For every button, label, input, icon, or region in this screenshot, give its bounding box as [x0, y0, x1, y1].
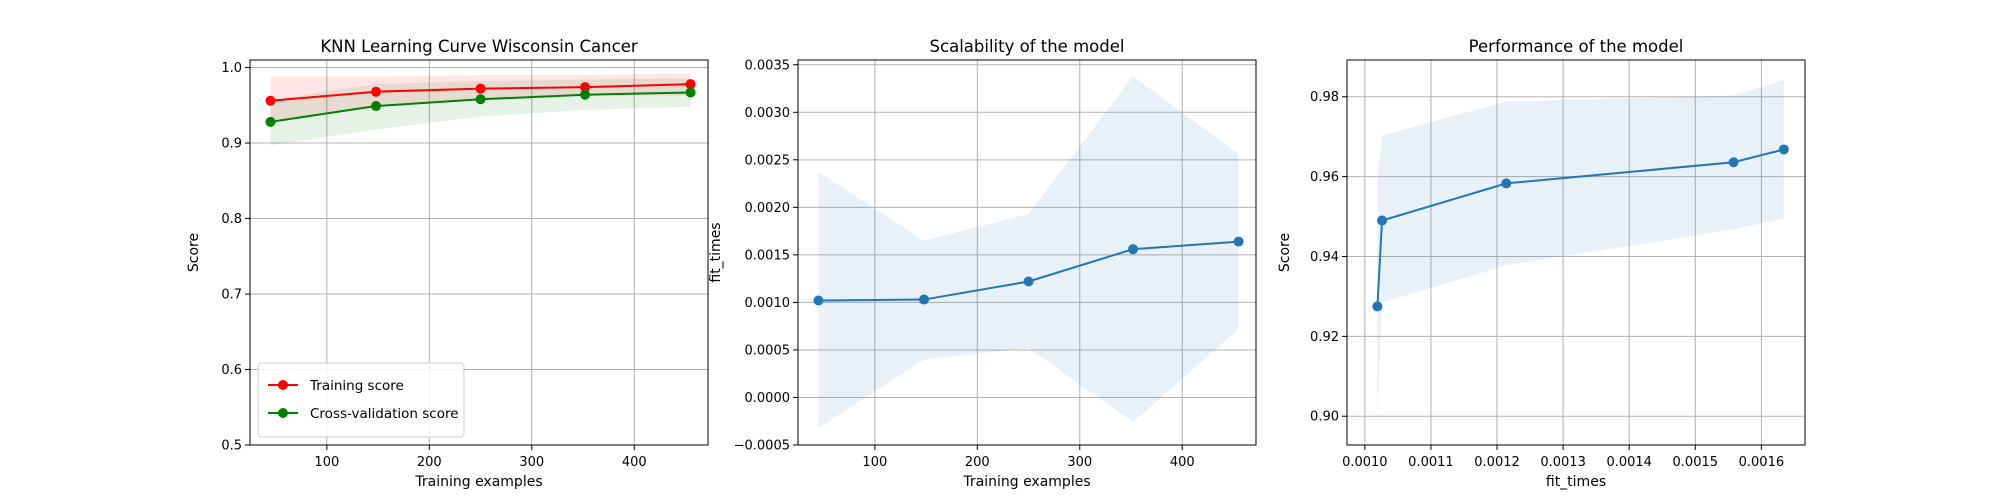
scalability-y-tick-label: 0.0030	[745, 106, 791, 121]
performance-band-0	[1377, 79, 1784, 415]
scalability-point	[1233, 236, 1244, 247]
learning-curve-point	[371, 101, 382, 112]
learning-curve-x-tick-label: 400	[622, 455, 647, 470]
performance-y-tick-label: 0.98	[1310, 90, 1339, 105]
performance-x-axis-label: fit_times	[1546, 474, 1606, 490]
learning-curve-y-tick-label: 0.9	[221, 137, 242, 152]
learning-curve-x-tick-label: 200	[417, 455, 442, 470]
scalability-y-tick-label: 0.0000	[745, 391, 791, 406]
legend-marker-0	[278, 380, 288, 390]
learning-curve-x-tick-label: 300	[519, 455, 544, 470]
performance-x-tick-label: 0.0014	[1606, 455, 1652, 470]
scalability-y-tick-label: 0.0010	[745, 296, 791, 311]
performance-title: Performance of the model	[1469, 37, 1684, 56]
performance-y-axis-label: Score	[1277, 233, 1293, 272]
plots-layer: 100 200 300 400 0.5 0.6 0.7 0.8 0.9 1.0 KNN Learni…	[186, 37, 1806, 490]
performance-x-tick-label: 0.0013	[1540, 455, 1586, 470]
scalability-plot-area	[813, 76, 1244, 428]
scalability-point	[1128, 244, 1139, 255]
performance-point	[1778, 144, 1789, 155]
learning-curve-title: KNN Learning Curve Wisconsin Cancer	[320, 37, 638, 56]
learning-curve-point	[265, 116, 276, 127]
learning-curve-subplot: 100 200 300 400 0.5 0.6 0.7 0.8 0.9 1.0 KNN Learni…	[186, 37, 709, 490]
learning-curve-y-tick-label: 0.8	[221, 212, 242, 227]
learning-curve-y-tick-label: 0.5	[221, 439, 242, 454]
learning-curve-y-tick-label: 0.7	[221, 288, 242, 303]
learning-curve-y-tick-label: 1.0	[221, 61, 242, 76]
scalability-y-axis-label: fit_times	[708, 222, 724, 282]
learning-curve-point	[475, 83, 486, 94]
learning-curve-x-tick-label: 100	[314, 455, 339, 470]
legend-box	[257, 362, 465, 438]
scalability-x-tick-label: 100	[862, 455, 887, 470]
learning-curve-point	[580, 82, 591, 93]
scalability-axes-frame	[797, 59, 1257, 446]
scalability-point	[813, 295, 824, 306]
scalability-y-tick-label: −0.0005	[734, 439, 790, 454]
learning-curve-y-axis-label: Score	[186, 233, 202, 272]
performance-point	[1372, 301, 1383, 312]
performance-subplot: 0.0010 0.0011 0.0012 0.0013 0.0014 0.0015 0.00…	[1277, 37, 1806, 490]
performance-y-tick-label: 0.90	[1310, 410, 1339, 425]
scalability-y-tick-label: 0.0015	[745, 248, 791, 263]
scalability-band-0	[818, 76, 1239, 428]
performance-y-tick-label: 0.92	[1310, 330, 1339, 345]
scalability-y-tick-label: 0.0035	[745, 58, 791, 73]
learning-curve-legend: Training score Cross-validation score	[257, 362, 465, 438]
scalability-y-tick-label: 0.0020	[745, 201, 791, 216]
performance-point	[1501, 178, 1512, 189]
performance-x-tick-label: 0.0012	[1474, 455, 1520, 470]
scalability-x-tick-label: 300	[1067, 455, 1092, 470]
scalability-y-tick-label: 0.0005	[745, 343, 791, 358]
performance-point	[1728, 157, 1739, 168]
scalability-x-axis-label: Training examples	[962, 474, 1090, 490]
learning-curve-point	[371, 86, 382, 97]
learning-curve-y-tick-label: 0.6	[221, 363, 242, 378]
learning-curve-x-axis-label: Training examples	[414, 474, 542, 490]
scalability-x-tick-label: 200	[965, 455, 990, 470]
scalability-title: Scalability of the model	[930, 37, 1125, 56]
scalability-y-tick-label: 0.0025	[745, 153, 791, 168]
performance-x-tick-label: 0.0010	[1342, 455, 1388, 470]
learning-curve-point	[580, 89, 591, 100]
learning-curve-plot-area	[265, 73, 696, 146]
performance-x-tick-label: 0.0011	[1408, 455, 1454, 470]
learning-curve-point	[685, 87, 696, 98]
scalability-point	[1023, 276, 1034, 287]
legend-label-1: Cross-validation score	[310, 406, 459, 422]
performance-plot-area	[1372, 79, 1789, 415]
performance-point	[1377, 215, 1388, 226]
learning-curve-point	[475, 94, 486, 105]
scalability-point	[919, 294, 930, 305]
learning-curve-point	[685, 79, 696, 90]
scalability-x-tick-label: 400	[1170, 455, 1195, 470]
learning-curve-axes-frame	[249, 59, 709, 446]
scalability-subplot: 100 200 300 400 −0.0005 0.0000 0.0005 0.0010 0.0…	[708, 37, 1257, 490]
performance-y-tick-label: 0.96	[1310, 170, 1339, 185]
performance-x-tick-label: 0.0015	[1673, 455, 1719, 470]
learning-curve-point	[265, 95, 276, 106]
performance-x-tick-label: 0.0016	[1739, 455, 1785, 470]
legend-marker-1	[278, 408, 288, 418]
performance-y-tick-label: 0.94	[1310, 250, 1339, 265]
legend-label-0: Training score	[309, 378, 404, 394]
performance-axes-frame	[1346, 59, 1806, 446]
